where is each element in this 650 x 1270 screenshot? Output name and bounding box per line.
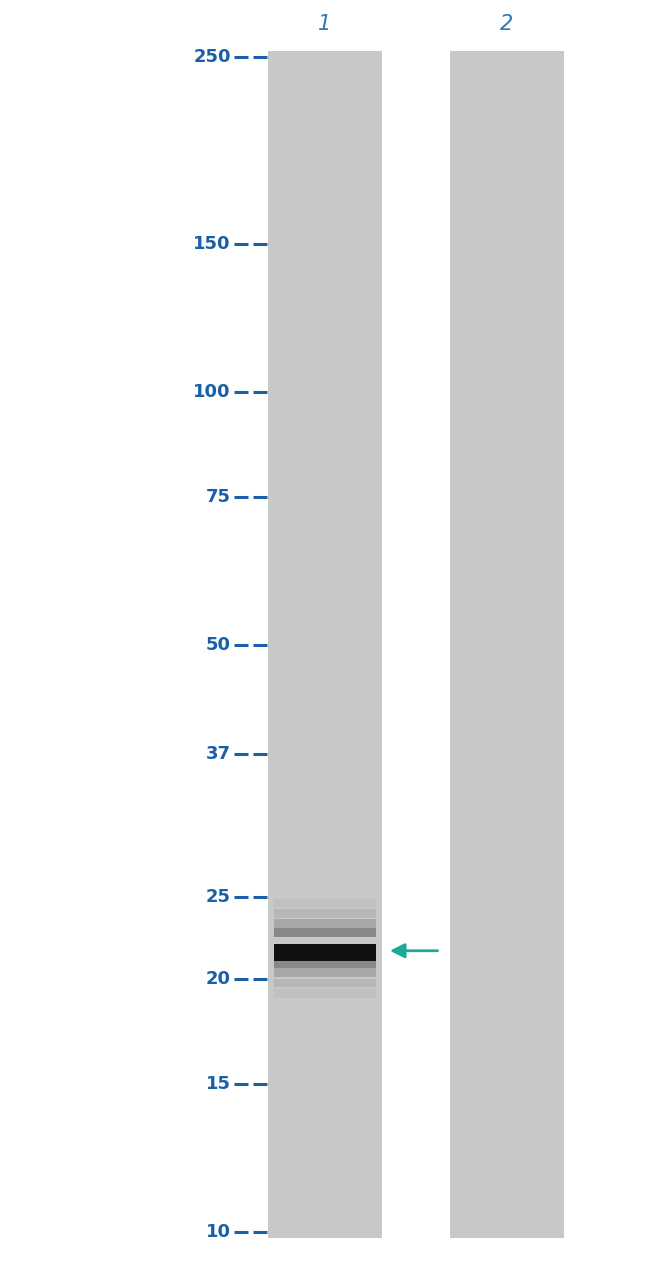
- Bar: [274, 928, 376, 937]
- Bar: [274, 909, 376, 918]
- Text: 25: 25: [206, 889, 231, 907]
- Text: 2: 2: [500, 14, 514, 34]
- Text: 250: 250: [193, 48, 231, 66]
- Text: 1: 1: [318, 14, 332, 34]
- Bar: [274, 960, 376, 969]
- Text: 100: 100: [193, 382, 231, 400]
- Text: 50: 50: [206, 635, 231, 654]
- Bar: [268, 51, 382, 1238]
- Bar: [450, 51, 564, 1238]
- Bar: [274, 969, 376, 978]
- Bar: [274, 989, 376, 998]
- Bar: [274, 919, 376, 928]
- Text: 37: 37: [206, 745, 231, 763]
- Bar: [274, 979, 376, 988]
- Text: 75: 75: [206, 488, 231, 505]
- Text: 150: 150: [193, 235, 231, 253]
- Bar: [274, 899, 376, 908]
- Bar: [274, 944, 376, 961]
- Text: 15: 15: [206, 1074, 231, 1093]
- Text: 10: 10: [206, 1223, 231, 1241]
- Text: 20: 20: [206, 970, 231, 988]
